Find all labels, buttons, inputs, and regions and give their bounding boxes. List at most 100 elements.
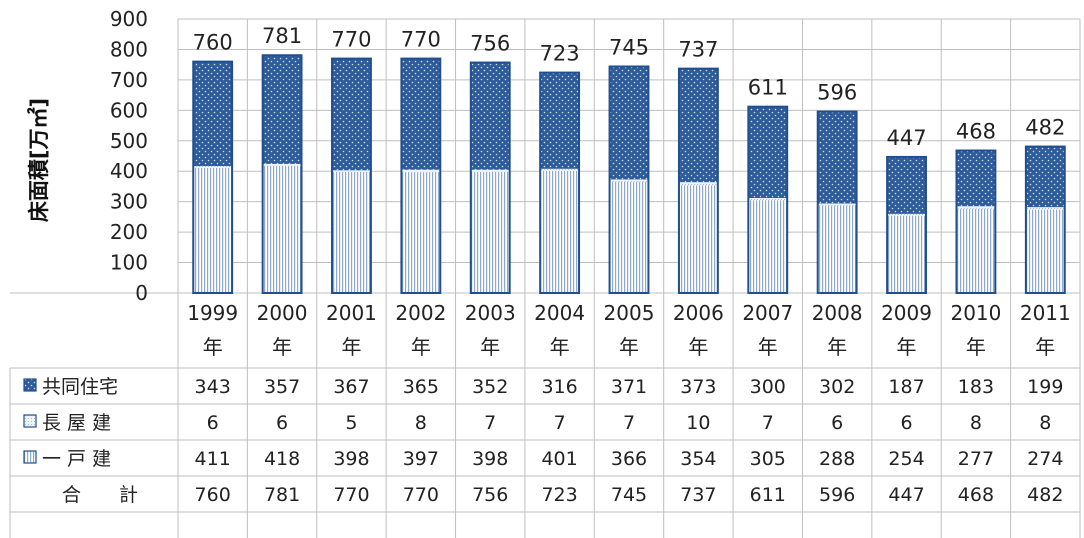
table-cell: 411 [195,448,231,470]
bar-segment-kodate [1025,209,1065,293]
table-cell: 354 [680,448,716,470]
table-row-kyodo: 共同住宅 343 357 367 365 352 316 371 373 300 302 187 183… [23,376,1063,398]
table-row-total: 合 計 760 781 770 770 756 723 745 737 611 596 447 468 4… [62,484,1063,506]
y-tick-label: 700 [110,68,148,92]
table-cell: 756 [472,484,508,506]
table-cell: 199 [1027,376,1063,398]
x-category-label: 2001 [326,301,377,325]
table-cell: 352 [472,376,508,398]
table-cell: 8 [1039,412,1051,434]
table-cell: 482 [1027,484,1063,506]
bar-segment-kyodo [748,106,788,199]
table-row-label: 長 屋 建 [42,412,111,434]
bar-outline [331,57,372,295]
table-cell: 254 [888,448,924,470]
y-tick-label: 600 [110,98,148,122]
table-cell: 596 [819,484,855,506]
table-cell: 7 [762,412,774,434]
bar-outline [677,67,719,294]
bar-total-label: 447 [886,126,926,150]
table-row-nagaya: 長 屋 建 6 6 5 8 7 7 7 10 7 6 6 8 8 [23,412,1051,434]
bar-segment-kodate [470,171,510,293]
x-category-label: 2006 [673,301,724,325]
bar-outline [192,60,234,294]
bar-segment-nagaya [540,168,580,171]
bar-segment-nagaya [470,169,510,172]
bar-segment-nagaya [748,198,788,201]
x-category-unit: 年 [341,335,361,359]
table-row-kodate: 一 戸 建 411 418 398 397 398 401 366 354 305 288 254 27… [23,448,1063,470]
bar-segment-kodate [887,215,926,293]
table-cell: 760 [195,484,231,506]
table-cell: 397 [403,448,439,470]
bar-total-label: 611 [748,76,788,100]
x-category-unit: 年 [272,335,292,359]
bar-outline [955,149,997,294]
bar-segment-kodate [540,170,580,293]
y-tick-label: 400 [110,159,148,183]
table-row-label: 合 計 [62,484,138,506]
table-cell: 8 [415,412,427,434]
table-cell: 288 [819,448,855,470]
table-cell: 6 [900,412,912,434]
table-cell: 367 [333,376,369,398]
table-cell: 187 [888,376,924,398]
x-category-unit: 年 [1035,335,1055,359]
bar-total-label: 482 [1025,116,1065,140]
x-category-unit: 年 [550,335,570,359]
x-category-label: 2002 [395,301,446,325]
bar-segment-kyodo [540,72,580,169]
table-cell: 277 [958,448,994,470]
y-tick-label: 900 [110,7,148,31]
x-category-unit: 年 [758,335,778,359]
y-axis-ticks: 0 100 200 300 400 500 600 700 800 900 [110,7,148,305]
table-cell: 373 [680,376,716,398]
table-cell: 781 [264,484,300,506]
bar-total-label: 770 [331,28,371,52]
bar-segment-kodate [956,208,996,293]
x-category-label: 2005 [604,301,655,325]
bar-outline [400,57,442,295]
table-cell: 343 [195,376,231,398]
table-cell: 357 [264,376,300,398]
data-table: 共同住宅 343 357 367 365 352 316 371 373 300 302 187 183… [23,376,1063,506]
bar-outline [469,61,511,295]
table-cell: 611 [750,484,786,506]
bar-total-label: 781 [262,24,302,48]
y-tick-label: 800 [110,37,148,61]
bar-segment-kyodo [609,66,649,180]
bar-segment-kodate [193,167,233,293]
table-cell: 6 [831,412,843,434]
y-tick-label: 100 [110,251,148,275]
table-cell: 737 [680,484,716,506]
bar-total-label: 596 [817,81,857,105]
bar-total-label: 756 [470,32,510,56]
bar-segment-kyodo [470,62,510,170]
table-cell: 7 [623,412,635,434]
bar-segment-nagaya [678,182,718,186]
bar-segment-nagaya [609,179,649,182]
table-row-label: 一 戸 建 [42,448,111,470]
table-cell: 10 [686,412,710,434]
y-tick-label: 500 [110,129,148,153]
x-category-label: 2008 [812,301,863,325]
bar-segment-nagaya [956,206,996,209]
y-tick-label: 300 [110,190,148,214]
x-category-label: 2007 [742,301,793,325]
bar-segment-nagaya [1025,207,1065,210]
table-cell: 7 [554,412,566,434]
table-cell: 274 [1027,448,1063,470]
x-category-label: 2011 [1020,301,1071,325]
table-row-label: 共同住宅 [42,376,118,398]
bar-total-label: 745 [609,35,649,59]
table-cell: 8 [970,412,982,434]
x-category-unit: 年 [827,335,847,359]
bars [192,54,1066,295]
bar-segment-nagaya [887,213,926,216]
table-cell: 371 [611,376,647,398]
bar-segment-kyodo [401,58,441,170]
x-category-label: 2009 [881,301,932,325]
legend-key [23,450,37,464]
table-cell: 300 [750,376,786,398]
table-cell: 398 [333,448,369,470]
